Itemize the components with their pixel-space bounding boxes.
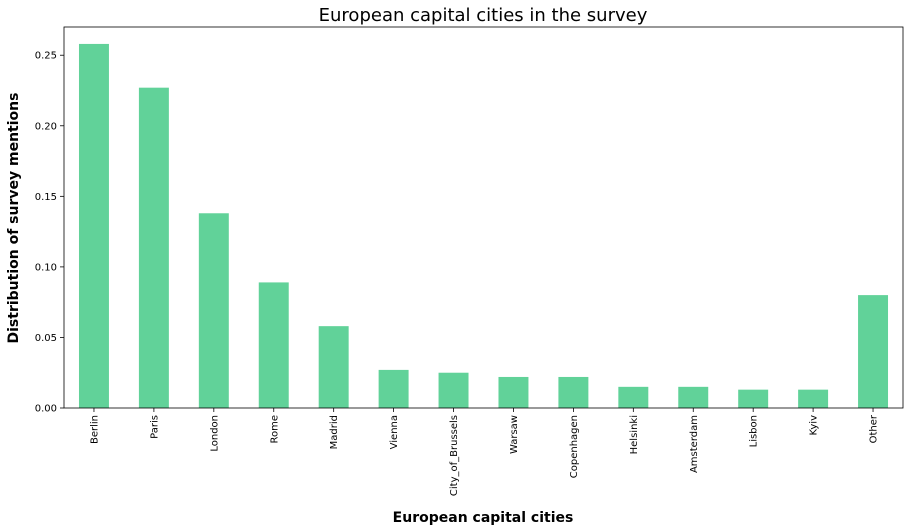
y-tick-label: 0.10 xyxy=(35,262,57,273)
bar-paris xyxy=(138,87,169,408)
bar-madrid xyxy=(318,326,349,408)
bar-lisbon xyxy=(738,389,769,408)
bar-other xyxy=(858,295,889,408)
bar-rome xyxy=(258,282,289,408)
x-tick-label: Lisbon xyxy=(749,415,760,447)
bar-berlin xyxy=(78,43,109,408)
x-tick-label: Other xyxy=(869,414,880,443)
plot-frame xyxy=(63,26,904,409)
bar-helsinki xyxy=(618,386,649,408)
bar-vienna xyxy=(378,369,409,408)
bar-amsterdam xyxy=(678,386,709,408)
x-axis-ticks: Berlin Paris London Rome Madrid Vienna City_of… xyxy=(89,408,880,496)
bar-copenhagen xyxy=(558,376,589,408)
y-tick-label: 0.20 xyxy=(35,121,57,132)
y-axis-label: Distribution of survey mentions xyxy=(6,93,22,344)
y-tick-label: 0.05 xyxy=(35,333,57,344)
x-tick-label: London xyxy=(209,415,220,452)
x-tick-label: Kyiv xyxy=(809,415,820,436)
x-tick-label: Rome xyxy=(269,415,280,444)
bar-city-of-brussels xyxy=(438,372,469,408)
y-axis-ticks: 0.00 0.05 0.10 0.15 0.20 0.25 xyxy=(35,51,64,415)
x-tick-label: Amsterdam xyxy=(689,415,700,473)
x-tick-label: Warsaw xyxy=(509,415,520,454)
y-tick-label: 0.15 xyxy=(35,192,57,203)
x-axis-label: European capital cities xyxy=(393,510,574,526)
bar-kyiv xyxy=(798,389,829,408)
chart-title: European capital cities in the survey xyxy=(319,5,648,26)
x-tick-label: Berlin xyxy=(89,415,100,444)
x-tick-label: Vienna xyxy=(389,415,400,449)
x-tick-label: Copenhagen xyxy=(569,415,580,478)
y-tick-label: 0.00 xyxy=(35,404,57,415)
bar-warsaw xyxy=(498,376,529,408)
x-tick-label: Helsinki xyxy=(629,415,640,454)
bars-group xyxy=(78,43,889,408)
x-tick-label: Madrid xyxy=(329,415,340,449)
y-tick-label: 0.25 xyxy=(35,51,57,62)
x-tick-label: Paris xyxy=(149,415,160,439)
bar-london xyxy=(198,213,229,408)
x-tick-label: City_of_Brussels xyxy=(449,415,460,496)
